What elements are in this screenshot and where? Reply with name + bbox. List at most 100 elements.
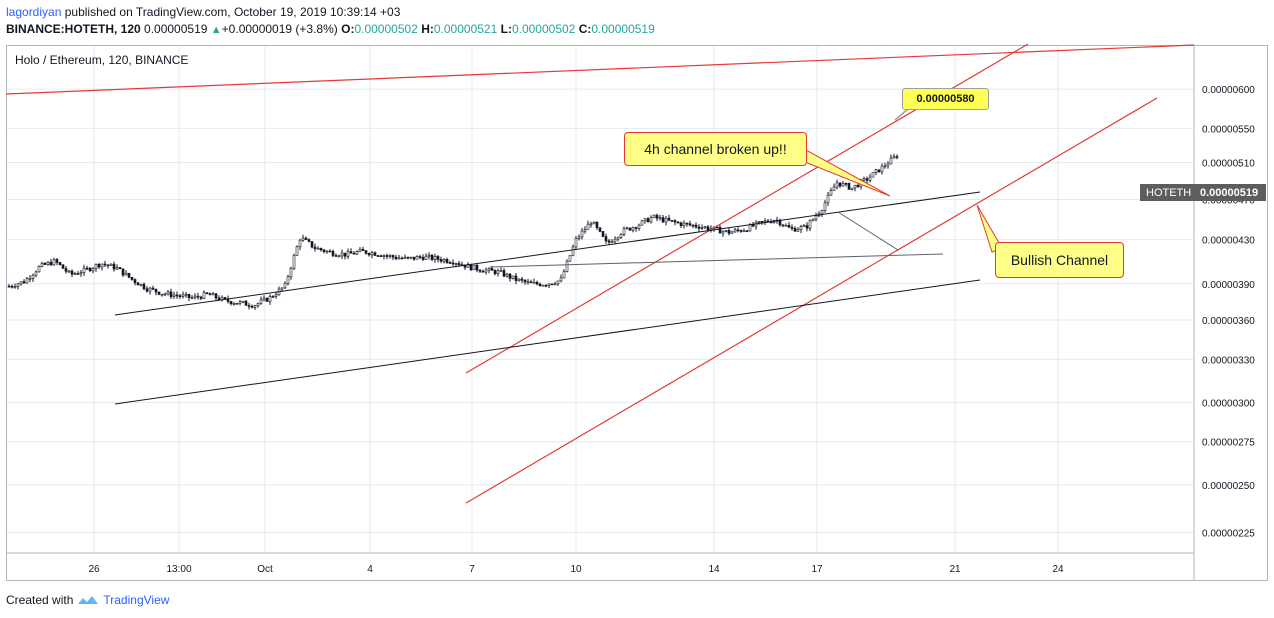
candle — [364, 250, 368, 255]
low-label: L: — [500, 22, 512, 36]
x-tick-label: 10 — [570, 564, 582, 575]
candle — [112, 261, 116, 272]
candle — [40, 261, 44, 268]
candle — [157, 291, 161, 296]
candle — [70, 269, 74, 278]
candle — [37, 265, 41, 273]
y-tick-label: 0.00000430 — [1202, 236, 1255, 247]
candle — [526, 278, 530, 285]
candle — [271, 295, 275, 298]
candle — [550, 283, 554, 286]
candle — [886, 161, 890, 169]
candle — [268, 294, 272, 305]
candle — [100, 263, 104, 271]
chart-area[interactable] — [6, 45, 1268, 581]
candle — [583, 226, 587, 234]
symbol-line: BINANCE:HOTETH, 120 — [6, 22, 141, 36]
tradingview-link[interactable]: TradingView — [103, 593, 170, 607]
candle — [298, 238, 302, 251]
candle — [493, 269, 497, 276]
candle — [136, 282, 140, 286]
candle — [865, 176, 869, 184]
candle — [313, 243, 317, 252]
candle — [304, 236, 308, 240]
candle — [787, 221, 791, 228]
candle — [286, 274, 290, 286]
candle — [175, 291, 179, 299]
ohlc-line: BINANCE:HOTETH, 120 0.00000519 ▲+0.00000… — [6, 21, 655, 39]
candle — [847, 182, 851, 190]
candle — [697, 224, 701, 232]
candle — [769, 218, 773, 224]
candle — [643, 218, 647, 224]
candle — [82, 264, 86, 276]
candle — [124, 270, 128, 276]
candle — [142, 282, 146, 291]
candle — [262, 295, 266, 302]
candle — [343, 252, 347, 260]
candle — [610, 239, 614, 244]
candle — [91, 267, 95, 274]
candle — [532, 278, 536, 284]
price-target-value: 0.00000580 — [916, 93, 975, 105]
candle — [184, 291, 188, 298]
candle — [808, 219, 812, 232]
candle — [868, 173, 872, 183]
candle — [448, 260, 452, 264]
candle — [190, 295, 194, 300]
candle — [394, 254, 398, 261]
candle — [439, 256, 443, 264]
candle — [658, 214, 662, 221]
candle — [733, 228, 737, 233]
candle — [202, 290, 206, 300]
chart-title: Holo / Ethereum, 120, BINANCE — [15, 53, 189, 67]
candle — [802, 223, 806, 227]
candle — [361, 246, 365, 251]
candle — [625, 226, 629, 230]
candle — [208, 292, 212, 296]
candle — [652, 214, 656, 219]
candle — [325, 250, 329, 254]
candle — [310, 241, 314, 249]
candle — [853, 184, 857, 192]
close-value: 0.00000519 — [591, 22, 655, 36]
candle — [829, 187, 833, 196]
author-link[interactable]: lagordiyan — [6, 5, 62, 19]
candle — [391, 254, 395, 260]
x-tick-label: 14 — [708, 564, 720, 575]
candle — [160, 293, 164, 297]
candle — [187, 293, 191, 302]
candle — [589, 221, 593, 228]
candle — [31, 273, 35, 282]
candle — [451, 259, 455, 267]
candle — [598, 227, 602, 233]
candle — [250, 304, 254, 309]
candle — [265, 297, 269, 302]
candle — [508, 272, 512, 282]
candle — [577, 234, 581, 241]
trend-lines — [5, 43, 1195, 504]
candle — [10, 284, 14, 289]
publish-line: lagordiyan published on TradingView.com,… — [6, 4, 655, 21]
candle — [667, 214, 671, 222]
candle — [388, 254, 392, 259]
candle — [127, 272, 131, 279]
candle — [682, 220, 686, 229]
candle — [172, 291, 176, 300]
candle — [793, 226, 797, 232]
channel-broken-callout[interactable]: 4h channel broken up!! — [624, 132, 807, 166]
candle — [559, 274, 563, 283]
bullish-channel-callout[interactable]: Bullish Channel — [995, 242, 1124, 278]
candle — [874, 168, 878, 176]
candle — [781, 224, 785, 228]
candle — [301, 234, 305, 242]
candle — [892, 153, 896, 159]
price-target-tag[interactable]: 0.00000580 — [902, 88, 989, 110]
candle — [259, 296, 263, 305]
callout-pointers — [799, 149, 1003, 253]
candle — [355, 250, 359, 256]
candle — [724, 229, 728, 233]
candle — [691, 224, 695, 229]
candle — [397, 254, 401, 260]
